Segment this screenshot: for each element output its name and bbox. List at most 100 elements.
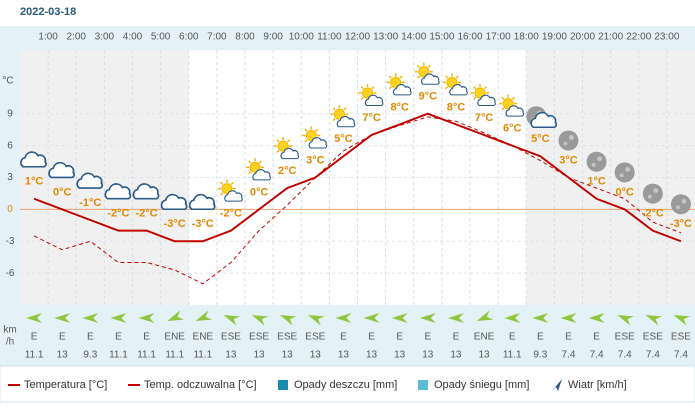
wind-arrow (560, 313, 577, 323)
cloud-small (308, 137, 328, 149)
wind-speed: 11.1 (109, 350, 128, 361)
moon (642, 183, 663, 204)
legend-swatch (418, 380, 428, 390)
y-tick-label: -6 (6, 268, 15, 279)
moon-spot (619, 173, 624, 178)
hour-label: 3:00 (95, 32, 115, 43)
weather-icon (414, 62, 440, 85)
moon (586, 151, 607, 172)
temperature-label: 8°C (390, 101, 409, 113)
hour-label: 17:00 (486, 32, 511, 43)
cloud-small (449, 84, 468, 96)
cloud (48, 162, 75, 179)
cloud (132, 183, 160, 200)
wind-direction: E (593, 332, 600, 343)
wind-direction: E (115, 332, 122, 343)
legend-box (0, 365, 695, 403)
wind-direction: ENE (164, 332, 185, 343)
y-tick-label: 0 (7, 204, 13, 215)
wind-arrow (363, 313, 380, 323)
y-tick-label: 3 (7, 172, 13, 183)
wind-direction: ENE (193, 332, 214, 343)
hour-label: 1:00 (38, 32, 58, 43)
wind-speed: 13 (282, 350, 294, 361)
wind-direction: ENE (474, 332, 495, 343)
sun-ray (315, 128, 319, 132)
sun-ray (511, 96, 516, 100)
legend-label: Opady śniegu [mm] (434, 379, 529, 391)
wind-arrow (251, 315, 269, 326)
wind-arrow (673, 315, 691, 326)
y-tick-label: 9 (7, 108, 13, 119)
cloud (530, 111, 558, 129)
wind-speed: 13 (422, 350, 434, 361)
temperature-label: -3°C (192, 218, 214, 230)
wind-speed: 13 (310, 350, 322, 361)
sun-ray (416, 64, 421, 69)
hour-label: 5:00 (151, 32, 171, 43)
temperature-label: 7°C (362, 112, 381, 124)
wind-speed: 13 (57, 350, 69, 361)
wind-speed: 9.3 (83, 350, 97, 361)
wind-speed: 11.1 (503, 350, 522, 361)
hour-label: 20:00 (570, 32, 595, 43)
sun-ray (276, 149, 280, 154)
weather-icon (471, 84, 496, 107)
axis-strip (0, 26, 20, 366)
wind-arrow (223, 315, 241, 326)
wind-direction: E (59, 332, 66, 343)
weather-icon (386, 73, 412, 96)
cloud-small (224, 190, 243, 202)
moon-spot (563, 141, 568, 146)
sun-ray (455, 75, 459, 79)
wind-direction: E (509, 332, 516, 343)
temperature-label: -3°C (670, 218, 692, 230)
wind-arrow (391, 313, 408, 323)
weather-icon (499, 94, 525, 117)
hour-label: 16:00 (457, 32, 482, 43)
weather-icon (442, 73, 468, 96)
cloud-small (364, 94, 384, 107)
wind-direction: ESE (643, 332, 663, 343)
wind-unit: km (3, 325, 16, 336)
hour-label: 2:00 (67, 32, 87, 43)
wind-unit: /h (6, 337, 14, 348)
hour-label: 19:00 (542, 32, 567, 43)
wind-arrow (82, 313, 99, 323)
sun-ray (258, 160, 262, 164)
wind-speed: 11.1 (137, 350, 156, 361)
wind-direction: E (537, 332, 544, 343)
hour-label: 18:00 (514, 32, 539, 43)
weather-icon (614, 162, 635, 183)
weather-icon (558, 130, 579, 151)
cloud-small (477, 94, 496, 107)
weather-icon (330, 105, 356, 128)
y-tick-label: -3 (6, 236, 15, 247)
sun-ray (445, 86, 449, 90)
wind-direction: E (368, 332, 375, 343)
temperature-label: 0°C (250, 186, 269, 198)
hour-label: 4:00 (123, 32, 143, 43)
weather-icon (302, 126, 328, 149)
moon-spot (625, 166, 631, 172)
cloud (280, 147, 300, 160)
sun-ray (501, 96, 505, 100)
weather-icon (48, 162, 75, 179)
moon-spot (591, 162, 596, 167)
wind-arrow (419, 313, 436, 323)
sun-ray (501, 107, 505, 111)
wind-direction: ESE (249, 332, 269, 343)
moon-spot (681, 198, 687, 204)
hour-label: 12:00 (345, 32, 370, 43)
wind-arrow (588, 313, 605, 323)
weather-icon (188, 193, 216, 211)
temperature-label: 1°C (587, 176, 606, 188)
temperature-label: 2°C (278, 165, 297, 177)
cloud (421, 73, 440, 85)
wind-speed: 11.1 (193, 350, 212, 361)
hour-label: 21:00 (598, 32, 623, 43)
sun-ray (304, 139, 308, 143)
wind-speed: 13 (394, 350, 406, 361)
sun-ray (276, 139, 280, 143)
wind-speed: 9.3 (533, 350, 547, 361)
